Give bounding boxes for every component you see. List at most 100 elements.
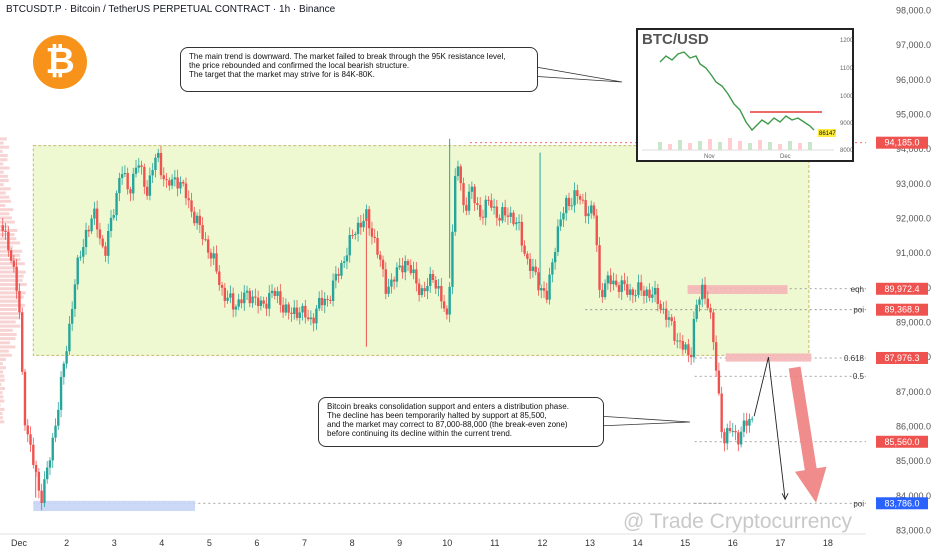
volume-profile-bar xyxy=(0,332,17,336)
callout-trend-note: The main trend is downward. The market f… xyxy=(180,47,538,92)
candle-body xyxy=(140,165,143,167)
candle-body xyxy=(634,295,637,297)
level-tag xyxy=(876,303,928,316)
volume-profile-bar xyxy=(0,382,2,386)
candle-body xyxy=(673,321,676,341)
candle-body xyxy=(15,266,18,291)
candle-body xyxy=(454,176,457,232)
level-label: poi xyxy=(853,306,864,315)
candle-body xyxy=(476,203,479,206)
volume-profile-bar xyxy=(0,387,5,391)
volume-profile-bar xyxy=(0,412,3,416)
candle-body xyxy=(159,152,163,176)
candle-body xyxy=(501,207,504,221)
x-tick-label: 15 xyxy=(680,538,690,548)
x-tick-label: 14 xyxy=(633,538,643,548)
candle-body xyxy=(223,287,227,301)
candle-body xyxy=(631,289,635,296)
inset-y-tick: 120000 xyxy=(840,38,852,44)
candle-body xyxy=(387,286,390,294)
candle-body xyxy=(120,174,124,179)
x-tick-label: 16 xyxy=(728,538,738,548)
x-tick-label: 4 xyxy=(159,538,164,548)
candle-body xyxy=(134,167,138,174)
volume-profile-bar xyxy=(0,283,27,287)
volume-profile-bar xyxy=(0,366,6,370)
candle-body xyxy=(195,215,199,224)
volume-profile-bar xyxy=(0,195,10,199)
volume-profile-bar xyxy=(0,307,18,311)
y-tick-label: 95,000.0 xyxy=(896,109,931,119)
candle-body xyxy=(243,292,246,304)
candle-body xyxy=(151,169,154,176)
volume-profile-bar xyxy=(0,212,10,216)
volume-profile-bar xyxy=(0,191,6,195)
candle-body xyxy=(506,215,510,217)
candle-body xyxy=(392,279,396,282)
y-tick-label: 87,000.0 xyxy=(896,387,931,397)
candle-body xyxy=(681,340,685,350)
volume-profile-bar xyxy=(0,395,4,399)
candle-body xyxy=(293,307,296,314)
candle-body xyxy=(537,272,540,291)
x-tick-label: 9 xyxy=(397,538,402,548)
candle-body xyxy=(204,239,207,241)
candle-body xyxy=(229,293,232,298)
candle-body xyxy=(598,245,601,290)
volume-profile-bar xyxy=(0,149,3,153)
candle-body xyxy=(154,157,157,170)
candle-body xyxy=(201,225,204,240)
candle-body xyxy=(528,258,532,271)
candle-body xyxy=(706,298,709,308)
volume-profile-bar xyxy=(0,420,5,424)
target-arrow xyxy=(788,366,827,503)
inset-x-tick: Nov xyxy=(704,154,715,160)
candle-body xyxy=(79,256,82,258)
volume-profile-bar xyxy=(0,154,8,158)
candle-body xyxy=(209,252,213,259)
projection-path xyxy=(753,357,786,500)
candle-body xyxy=(165,179,168,181)
candle-body xyxy=(637,282,640,296)
btc-usd-inset-chart: BTC/USD 120000 110000 100000 90000 80000… xyxy=(636,28,854,162)
volume-profile-bar xyxy=(0,328,13,332)
y-tick-label: 98,000.0 xyxy=(896,5,931,15)
candle-body xyxy=(651,294,654,298)
volume-profile-bar xyxy=(0,362,3,366)
candle-body xyxy=(354,234,357,236)
candle-body xyxy=(415,269,418,284)
volume-profile-bar xyxy=(0,416,3,420)
y-tick-label: 94,000.0 xyxy=(896,144,931,154)
candle-body xyxy=(320,297,324,306)
candle-body xyxy=(617,285,621,292)
volume-profile-bar xyxy=(0,345,16,349)
candle-body xyxy=(298,312,301,318)
candle-body xyxy=(509,212,512,217)
candle-body xyxy=(231,293,235,310)
candle-body xyxy=(76,257,79,285)
candle-body xyxy=(351,234,354,236)
candle-body xyxy=(123,173,127,175)
volume-profile-bar xyxy=(0,245,13,249)
candle-body xyxy=(342,261,346,263)
callout-line: the price rebounded and confirmed the lo… xyxy=(189,61,410,70)
level-tag xyxy=(876,435,928,448)
candle-body xyxy=(317,297,321,309)
candle-body xyxy=(62,363,66,378)
candle-body xyxy=(184,183,188,199)
candle-body xyxy=(687,344,690,355)
candle-body xyxy=(4,230,7,232)
level-label: 0.5 xyxy=(853,372,865,381)
x-tick-label: Dec xyxy=(11,538,28,548)
candle-body xyxy=(562,213,565,220)
candle-body xyxy=(45,467,49,480)
x-tick-label: 18 xyxy=(823,538,833,548)
volume-profile-bar xyxy=(0,262,25,266)
volume-profile-bar xyxy=(0,137,7,141)
candle-body xyxy=(206,239,210,253)
volume-profile-bar xyxy=(0,170,4,174)
candle-body xyxy=(642,290,646,296)
y-tick-label: 97,000.0 xyxy=(896,40,931,50)
candle-body xyxy=(309,317,313,320)
candle-body xyxy=(451,231,454,287)
